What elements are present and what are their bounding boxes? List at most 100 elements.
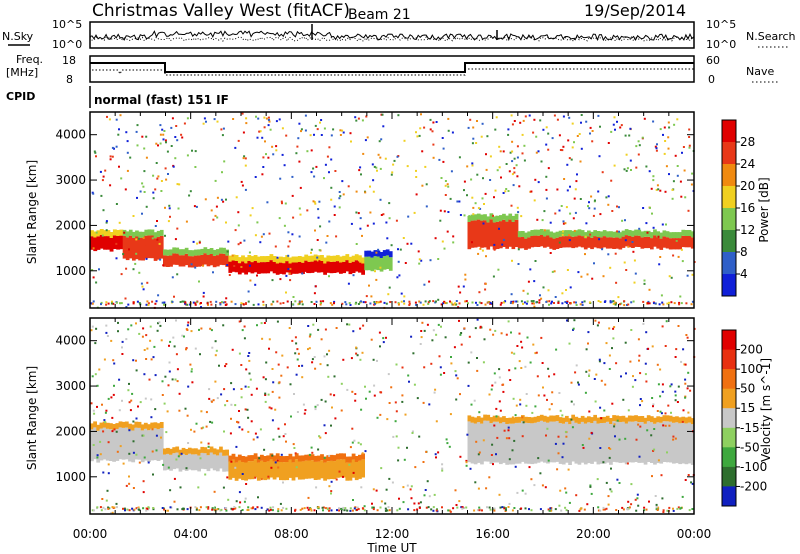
scatter-echo: [310, 446, 313, 449]
clutter-echo: [473, 509, 476, 512]
clutter-echo: [557, 301, 560, 304]
scatter-echo: [491, 384, 494, 387]
scatter-echo: [333, 394, 336, 397]
scatter-echo: [529, 268, 532, 271]
scatter-echo: [241, 112, 244, 115]
scatter-echo: [91, 269, 94, 271]
clutter-echo: [662, 303, 665, 306]
scatter-echo: [176, 183, 179, 186]
band-cell: [536, 235, 541, 247]
scatter-echo: [495, 215, 498, 218]
scatter-echo: [202, 295, 205, 298]
clutter-echo: [435, 509, 438, 512]
clutter-echo: [407, 508, 410, 511]
scatter-echo: [522, 421, 525, 424]
scatter-echo: [291, 194, 294, 197]
scatter-echo: [618, 482, 621, 484]
band-cell: [326, 461, 331, 480]
band-fringe: [483, 214, 487, 221]
scatter-echo: [493, 372, 496, 375]
scatter-echo: [543, 210, 546, 213]
scatter-echo: [397, 114, 400, 117]
band-fringe: [332, 255, 337, 262]
scatter-echo: [495, 415, 498, 418]
scatter-echo: [410, 335, 413, 338]
clutter-echo: [280, 509, 283, 512]
scatter-echo: [588, 369, 591, 372]
scatter-echo: [380, 500, 383, 503]
scatter-echo: [297, 137, 300, 140]
clutter-echo: [554, 508, 557, 511]
scatter-echo: [632, 250, 635, 253]
clutter-echo: [422, 303, 425, 306]
scatter-echo: [359, 358, 362, 361]
clutter-echo: [578, 509, 581, 512]
scatter-echo: [235, 500, 238, 503]
scatter-echo: [547, 132, 550, 135]
clutter-echo: [612, 302, 615, 305]
scatter-echo: [346, 388, 349, 391]
band-fringe: [361, 453, 365, 460]
scatter-echo: [241, 184, 244, 187]
scatter-echo: [267, 393, 270, 396]
scatter-echo: [401, 366, 404, 369]
clutter-echo: [461, 506, 464, 509]
scatter-echo: [323, 355, 326, 358]
scatter-echo: [171, 276, 174, 279]
scatter-echo: [478, 411, 481, 414]
colorbar-segment: [722, 369, 736, 390]
scatter-echo: [561, 149, 564, 152]
scatter-echo: [479, 325, 482, 328]
scatter-echo: [178, 409, 181, 412]
scatter-echo: [652, 120, 655, 123]
clutter-echo: [107, 302, 110, 305]
band-fringe: [552, 232, 557, 239]
scatter-echo: [155, 162, 158, 164]
band-fringe: [653, 229, 657, 236]
scatter-echo: [501, 243, 504, 246]
scatter-echo: [110, 512, 113, 515]
scatter-echo: [314, 367, 317, 370]
band-cell: [672, 238, 676, 250]
scatter-echo: [500, 176, 502, 179]
scatter-echo: [153, 345, 156, 348]
scatter-echo: [654, 495, 657, 497]
clutter-echo: [343, 509, 346, 512]
scatter-echo: [589, 126, 592, 129]
clutter-echo: [126, 508, 129, 511]
scatter-echo: [132, 487, 135, 489]
band-cell: [476, 422, 481, 463]
band-cell: [533, 422, 538, 464]
scatter-echo: [483, 203, 485, 205]
scatter-echo: [271, 368, 274, 370]
scatter-echo: [484, 282, 487, 285]
scatter-echo: [408, 380, 410, 383]
scatter-echo: [459, 455, 462, 458]
clutter-echo: [247, 506, 250, 509]
scatter-echo: [243, 325, 246, 328]
scatter-echo: [485, 168, 488, 171]
scatter-echo: [676, 118, 679, 121]
scatter-echo: [512, 184, 515, 187]
scatter-echo: [585, 222, 588, 225]
scatter-echo: [533, 484, 536, 487]
scatter-echo: [105, 220, 108, 223]
scatter-echo: [226, 476, 229, 479]
scatter-echo: [416, 135, 419, 138]
scatter-echo: [441, 137, 444, 139]
band-cell: [599, 237, 604, 249]
clutter-echo: [597, 506, 600, 509]
scatter-echo: [346, 323, 349, 326]
band-cell: [310, 460, 315, 479]
scatter-echo: [101, 403, 103, 406]
scatter-echo: [566, 269, 569, 271]
clutter-echo: [389, 301, 392, 303]
scatter-echo: [575, 180, 578, 183]
scatter-echo: [632, 375, 634, 378]
band-fringe: [656, 231, 660, 238]
band-cell: [234, 261, 239, 273]
scatter-echo: [246, 408, 249, 411]
band-fringe: [323, 456, 327, 463]
band-fringe: [147, 424, 151, 431]
scatter-echo: [135, 417, 138, 420]
